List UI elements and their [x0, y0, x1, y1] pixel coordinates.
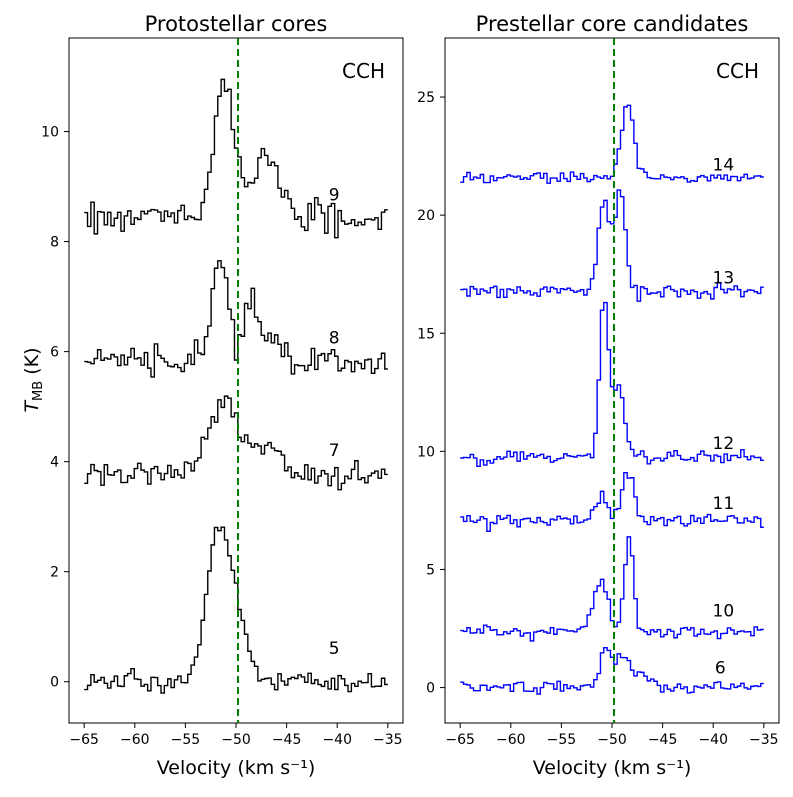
- x-tick-label: −50: [597, 732, 627, 748]
- series-label: 8: [329, 328, 340, 348]
- x-axis-label: Velocity (km s⁻¹): [533, 757, 692, 779]
- x-tick-label: −45: [648, 732, 678, 748]
- spectrum-10: [460, 536, 764, 642]
- panel-prestellar-core-candidates: Prestellar core candidates CCH Velocity …: [417, 12, 780, 779]
- y-tick-label: 2: [50, 565, 59, 581]
- spectrum-9: [84, 78, 388, 239]
- spectrum-13: [460, 189, 764, 302]
- y-tick-label: 0: [50, 675, 59, 691]
- x-tick-label: −60: [496, 732, 526, 748]
- x-tick-label: −55: [171, 732, 201, 748]
- x-tick-label: −60: [120, 732, 150, 748]
- series-label: 6: [715, 658, 726, 678]
- molecule-label: CCH: [342, 59, 385, 83]
- series-label: 5: [329, 639, 340, 659]
- y-tick-label: 5: [426, 562, 435, 578]
- x-tick-label: −40: [322, 732, 352, 748]
- series-label: 13: [713, 269, 735, 289]
- y-tick-label: 0: [426, 681, 435, 697]
- series-label: 12: [713, 434, 735, 454]
- spectrum-5: [84, 526, 388, 694]
- x-tick-label: −50: [221, 732, 251, 748]
- x-tick-label: −40: [698, 732, 728, 748]
- spectrum-6: [460, 646, 764, 695]
- spectrum-14: [460, 104, 764, 184]
- x-tick-label: −65: [445, 732, 475, 748]
- y-tick-label: 15: [417, 326, 435, 342]
- x-tick-label: −35: [373, 732, 403, 748]
- spectrum-7: [84, 395, 388, 491]
- panel-protostellar-cores: Protostellar cores CCH Velocity (km s⁻¹)…: [41, 12, 404, 779]
- series-label: 7: [329, 441, 340, 461]
- axes-frame: [68, 37, 404, 724]
- series-label: 11: [713, 494, 735, 514]
- molecule-label: CCH: [716, 59, 759, 83]
- y-tick-label: 10: [417, 444, 435, 460]
- y-tick-label: 10: [41, 125, 59, 141]
- y-tick-label: 4: [50, 455, 59, 471]
- x-tick-label: −35: [749, 732, 779, 748]
- y-tick-label: 6: [50, 345, 59, 361]
- spectrum-11: [460, 471, 764, 532]
- spectrum-12: [460, 301, 764, 467]
- panel-title: Prestellar core candidates: [476, 12, 749, 36]
- spectrum-8: [84, 260, 388, 378]
- y-tick-label: 8: [50, 235, 59, 251]
- x-tick-label: −45: [272, 732, 302, 748]
- series-label: 10: [713, 602, 735, 622]
- x-tick-label: −65: [69, 732, 99, 748]
- series-label: 14: [713, 155, 735, 175]
- series-label: 9: [329, 185, 340, 205]
- shared-ylabel: TMB (K): [21, 347, 46, 412]
- x-tick-label: −55: [547, 732, 577, 748]
- y-tick-label: 25: [417, 90, 435, 106]
- panel-title: Protostellar cores: [145, 12, 328, 36]
- x-axis-label: Velocity (km s⁻¹): [157, 757, 316, 779]
- y-tick-label: 20: [417, 208, 435, 224]
